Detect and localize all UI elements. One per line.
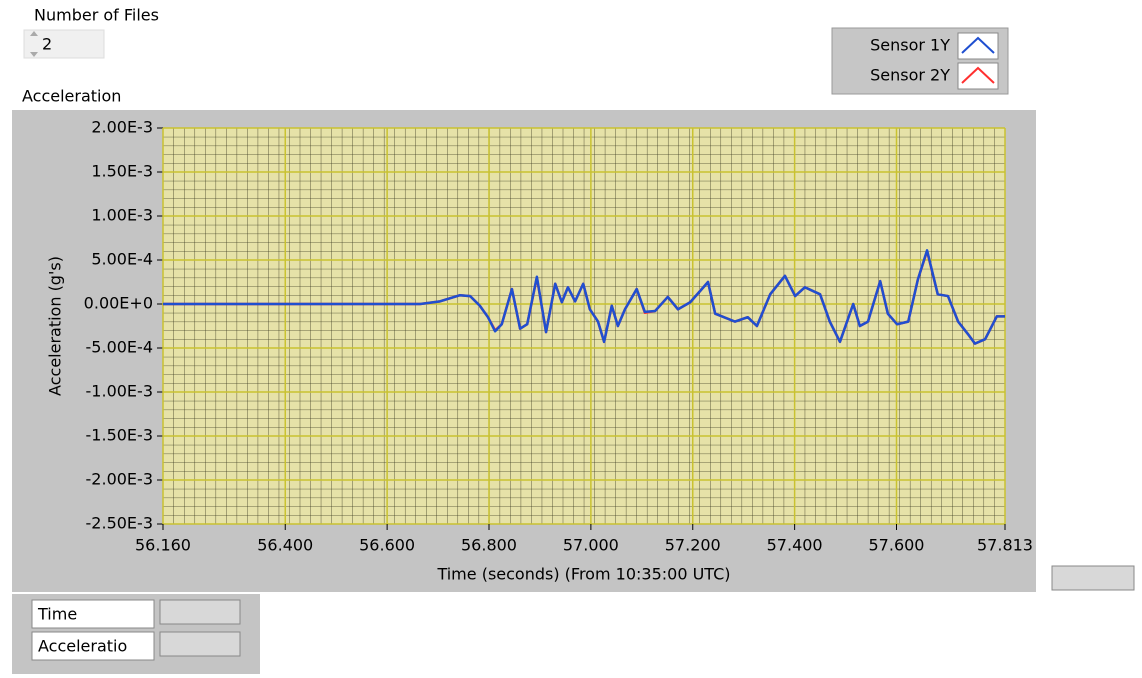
x-tick-label: 57.600: [869, 536, 925, 555]
y-tick-label: -2.00E-3: [86, 470, 153, 489]
minor-grid: [163, 128, 1005, 524]
scale-buttons[interactable]: [159, 631, 241, 657]
x-tick-label: 56.600: [359, 536, 415, 555]
scale-name-box: [31, 631, 155, 661]
x-tick-label: 57.200: [665, 536, 721, 555]
scale-name: Time: [37, 605, 77, 624]
legend-swatch-box: [957, 32, 999, 60]
x-tick-label: 57.813: [977, 536, 1033, 555]
scale-name-box: [31, 599, 155, 629]
legend-swatch: [961, 36, 995, 54]
x-tick-label: 56.400: [257, 536, 313, 555]
files-input[interactable]: [23, 29, 105, 59]
legend-label: Sensor 1Y: [870, 36, 950, 55]
graph-label: Acceleration: [22, 87, 121, 106]
scale-buttons[interactable]: [159, 599, 241, 625]
x-tick-label: 56.800: [461, 536, 517, 555]
x-tick-label: 57.400: [767, 536, 823, 555]
scale-name: Acceleratio: [38, 637, 127, 656]
files-label: Number of Files: [34, 6, 159, 25]
x-axis-title: Time (seconds) (From 10:35:00 UTC): [436, 565, 730, 584]
y-tick-label: 1.50E-3: [91, 162, 153, 181]
y-tick-label: -5.00E-4: [86, 338, 153, 357]
series-line: [163, 249, 1005, 345]
x-tick-label: 57.000: [563, 536, 619, 555]
y-axis-title: Acceleration (g's): [46, 256, 65, 396]
y-tick-label: -1.50E-3: [86, 426, 153, 445]
y-tick-label: 1.00E-3: [91, 206, 153, 225]
y-tick-label: -1.00E-3: [86, 382, 153, 401]
files-value: 2: [42, 35, 52, 54]
y-tick-label: 5.00E-4: [91, 250, 153, 269]
y-tick-label: -2.50E-3: [86, 514, 153, 533]
y-tick-label: 0.00E+0: [84, 294, 153, 313]
legend-label: Sensor 2Y: [870, 66, 950, 85]
legend-swatch: [961, 66, 995, 84]
y-tick-label: 2.00E-3: [91, 118, 153, 137]
graph-palette[interactable]: [1051, 565, 1135, 591]
x-tick-label: 56.160: [135, 536, 191, 555]
